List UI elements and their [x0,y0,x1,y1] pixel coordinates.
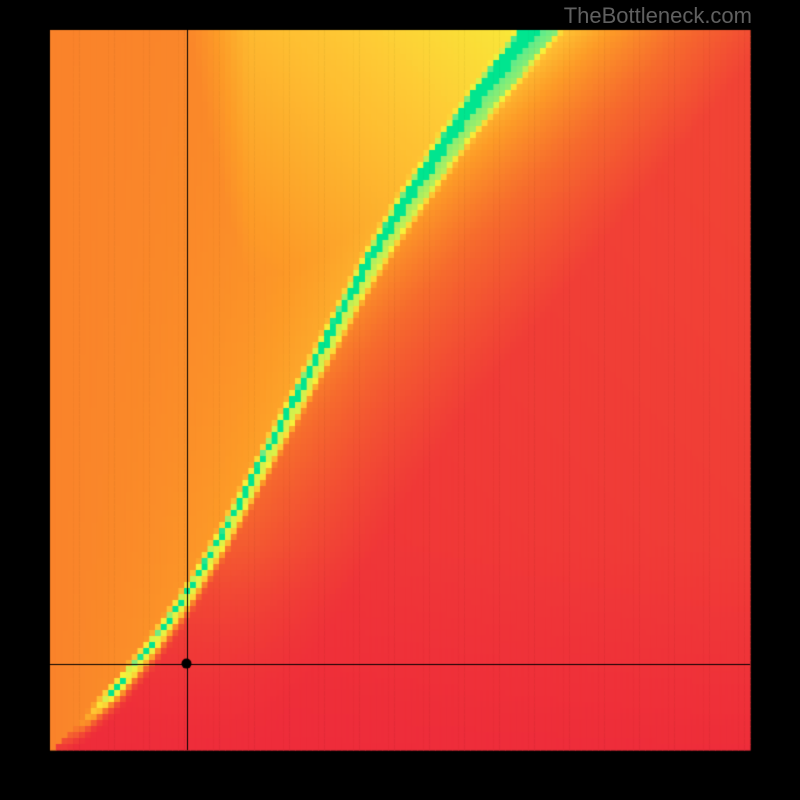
chart-stage: TheBottleneck.com [0,0,800,800]
bottleneck-heatmap [0,0,800,800]
